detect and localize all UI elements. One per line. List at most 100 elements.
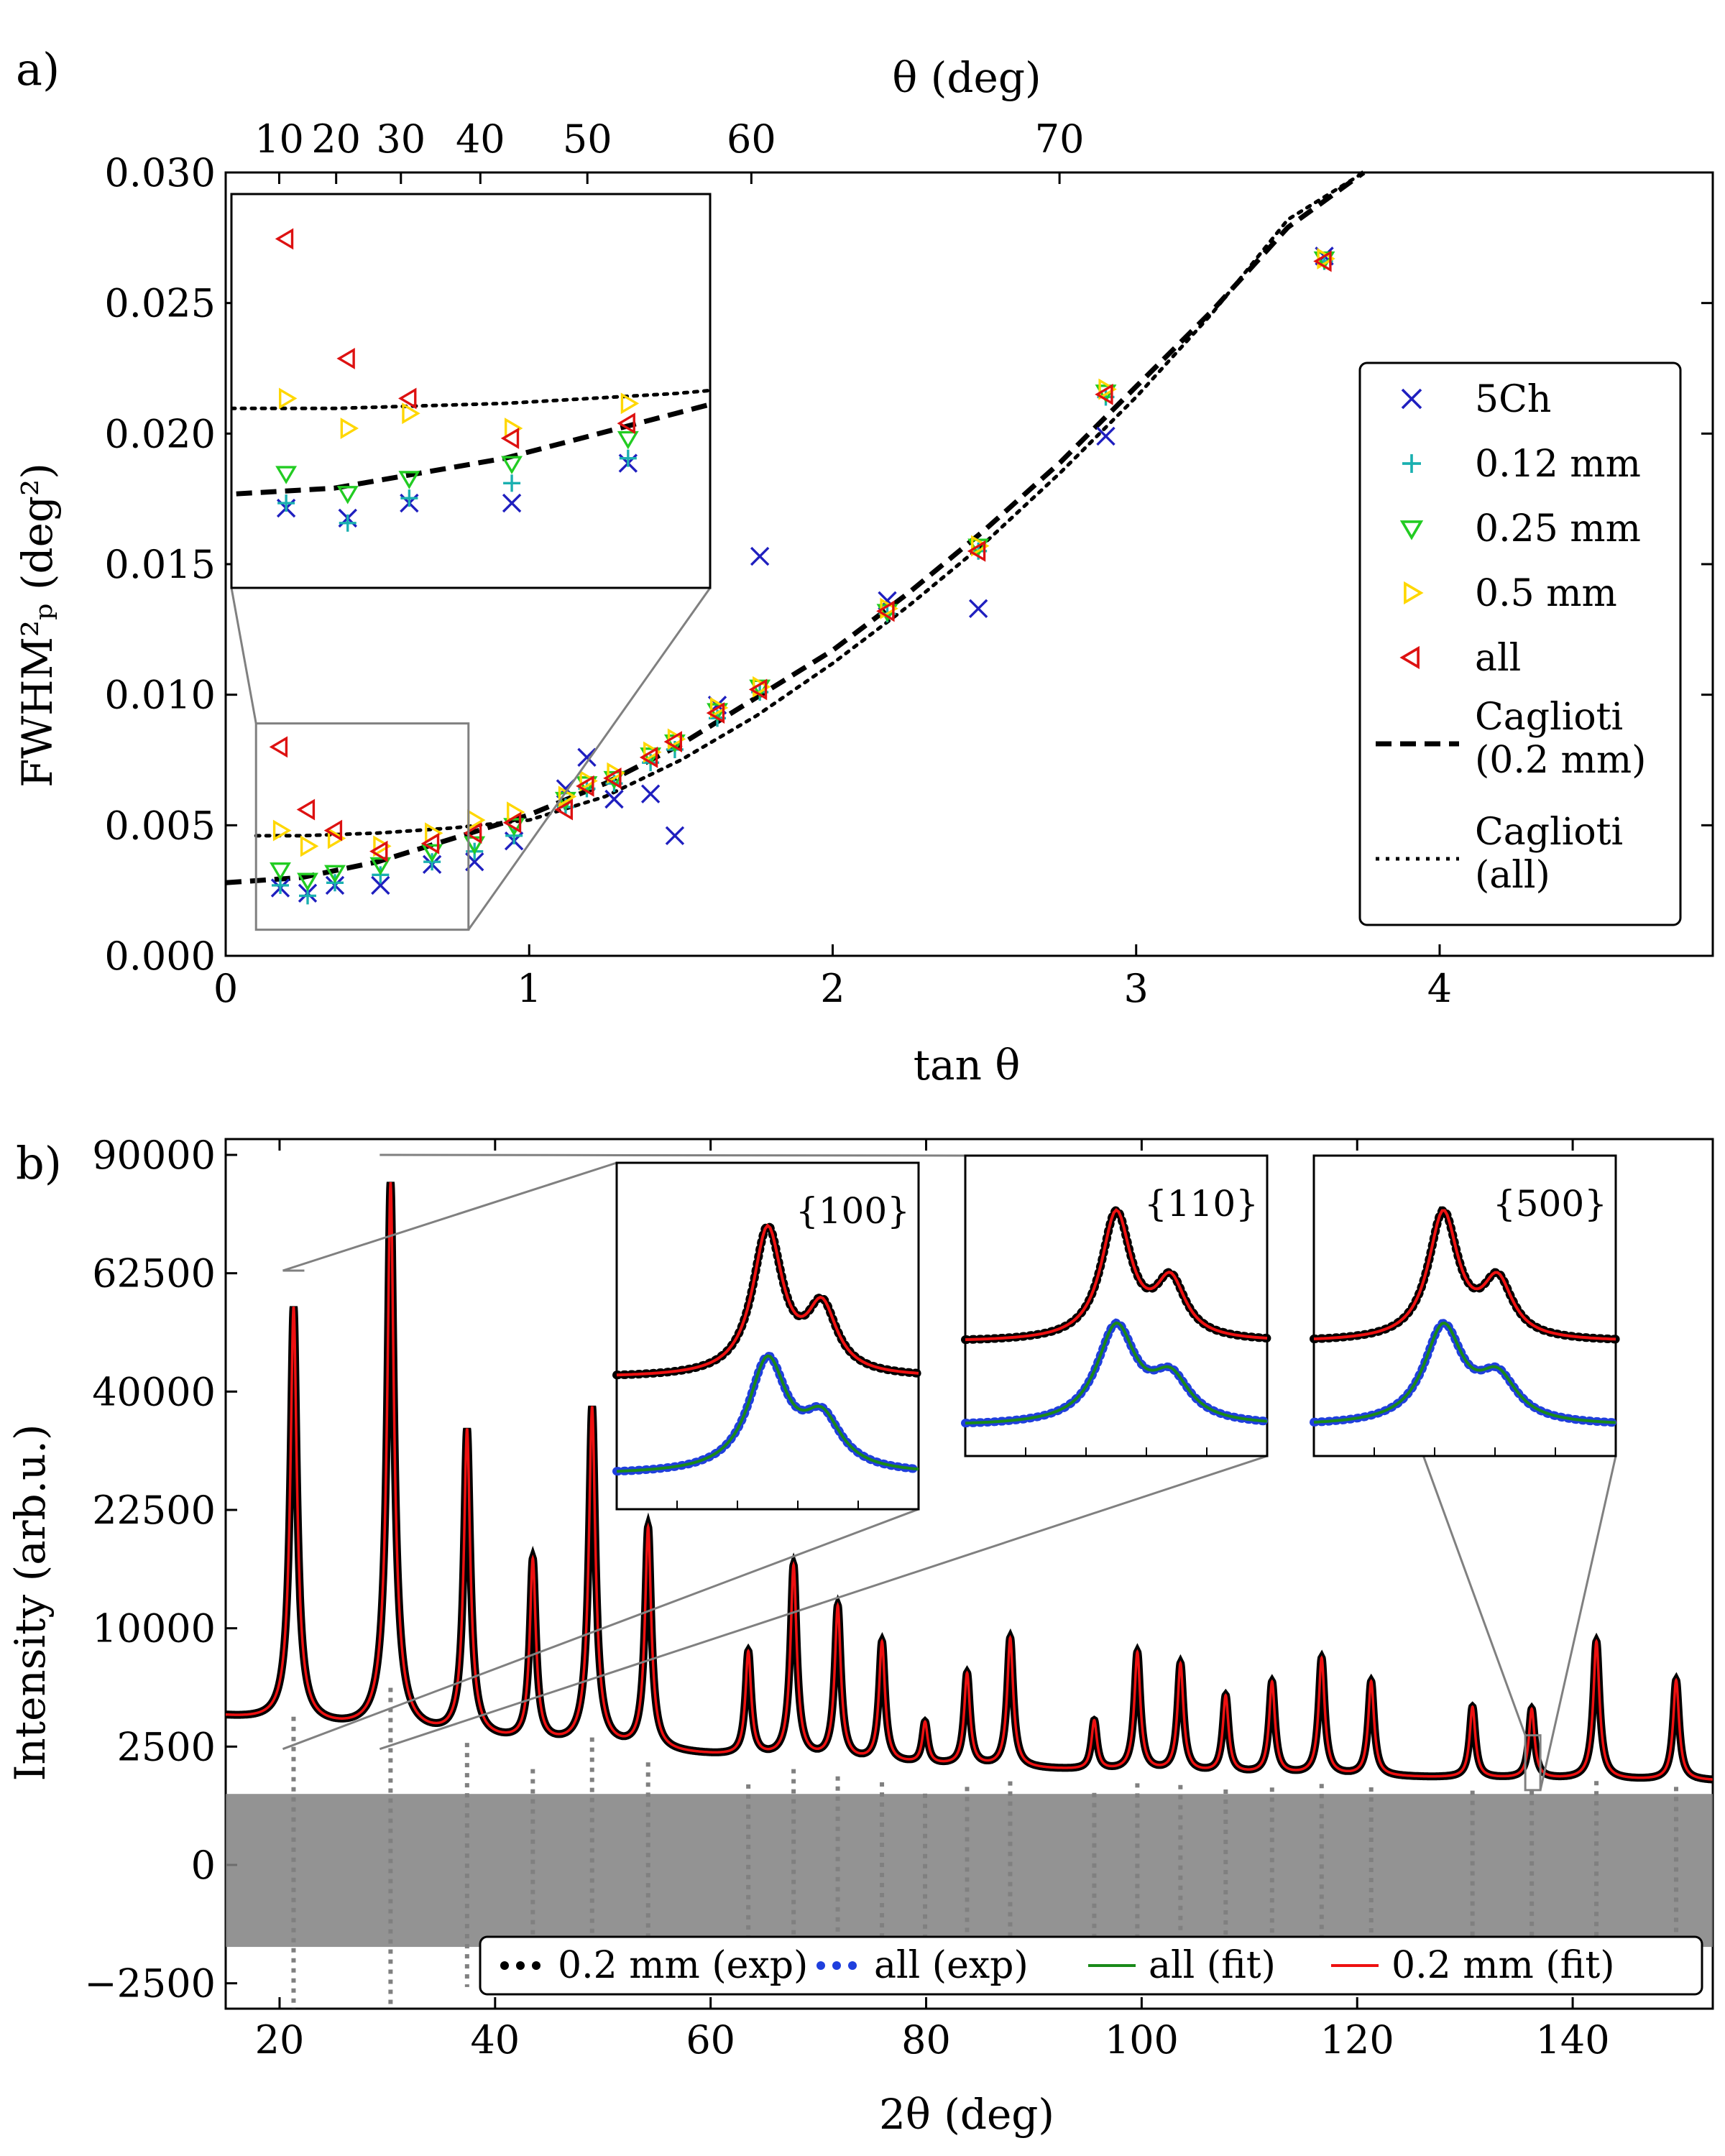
point-5Ch [1096,426,1116,446]
inset-b-3: {500} [1310,1154,1620,1792]
point-all [554,798,573,821]
legend-b: 0.2 mm (exp) all (exp) all (fit) 0.2 mm (fi… [479,1935,1703,1996]
inset-point-all [617,413,635,435]
point-5Ch [640,784,661,803]
axes-b: 20 40 60 80 100 120 140 −2500 0 2500 10000 22500 400… [84,1133,1714,2063]
point-5Ch-stroke-2 [371,875,390,895]
inset-point-5Ch-stroke-1 [715,450,732,467]
legend-label-b: 0.2 mm (exp) [558,1944,808,1987]
inset-content-a [231,228,732,532]
axes-a: 0 1 2 3 4 0.000 0.005 0.010 0.015 0.020 0.025 0.030 [104,150,1714,1011]
point-all [463,822,482,844]
point-all [420,832,440,854]
legend-dot [848,1961,857,1970]
inset-b-2: {110} [379,1153,1271,1751]
inset-all-fit [1313,1321,1616,1424]
inset-point-5Ch [502,493,522,513]
point-5Ch-stroke-2 [1096,426,1116,446]
inset-a [230,193,732,931]
zoom-connector [467,587,712,931]
curve-dashed [225,170,1366,885]
point-5Ch-stroke-2 [968,599,988,618]
y-tick-label-b: 0 [191,1843,216,1888]
plot-frame-b [224,1138,1714,2010]
inset-point-all [275,228,294,250]
inset-point-025mm [336,486,359,505]
diffraction-pattern [226,1181,1713,1784]
inset-label: {110} [1144,1183,1259,1225]
point-all [1095,383,1113,405]
point-5Ch [577,747,597,768]
inset-point-012mm [277,494,295,512]
inset-point-025mm [617,430,639,450]
inset-point-012mm [715,430,732,447]
inset-point-025mm [275,466,298,484]
top-tick-label: 40 [456,116,505,162]
point-025mm [270,862,291,881]
legend-label: 0.12 mm [1475,443,1641,486]
legend-label-b: all (fit) [1149,1944,1276,1987]
point-025mm [324,865,346,884]
inset-point-012mm [400,489,418,507]
y-tick-label-a: 0.020 [104,411,216,456]
legend-label: (all) [1475,854,1550,897]
x-tick-label-a: 4 [1427,966,1452,1011]
inset-point-5Ch-stroke-2 [502,493,522,513]
scatter-points [269,247,1335,905]
legend-marker [1402,454,1421,473]
legend-marker [1399,645,1420,670]
zoom-connector-b [379,1455,1268,1751]
inset-point-05mm [402,402,420,425]
y-tick-label-b: −2500 [84,1961,216,2007]
point-05mm [607,762,625,784]
point-05mm [300,835,319,857]
inset-point-025mm [715,418,732,432]
legend-label: Caglioti [1475,696,1623,739]
inset-label: {500} [1493,1183,1607,1225]
point-5Ch [371,875,390,895]
y-tick-label-a: 0.015 [104,542,216,587]
inset-frame-b [615,1161,920,1511]
point-all [876,600,895,622]
inset-point-all [398,387,417,410]
inset-point-012mm [619,449,637,467]
legend-label-b: all (exp) [874,1944,1029,1987]
point-all [603,767,622,789]
legend-dot [516,1961,525,1970]
point-all [663,731,683,753]
point-all [502,811,522,834]
x-tick-label-a: 1 [517,966,541,1011]
zoom-box-a [254,722,470,931]
legend-label-b: 0.2 mm (fit) [1392,1944,1615,1987]
top-tick-label: 60 [727,116,776,162]
y-tick-label-b: 40000 [92,1369,216,1414]
x-tick-label-b: 40 [470,2017,520,2063]
x-tick-label-b: 120 [1320,2017,1394,2063]
inset-0p2mm-fit [616,1223,919,1377]
y-axis-label-a: FWHM²ₚ (deg²) [13,463,62,788]
legend-frame-a [1358,361,1682,926]
caglioti-curves [225,170,1366,885]
zoom-connector-b [282,1508,919,1751]
y-tick-label-a: 0.000 [104,934,216,979]
y-tick-label-a: 0.005 [104,803,216,848]
legend-label: (0.2 mm) [1475,739,1646,782]
panel-a-label: a) [16,43,60,96]
point-5Ch-stroke-2 [577,747,597,768]
y-tick-label-b: 90000 [92,1133,216,1178]
residual-band [226,1687,1713,2009]
x-tick-label-b: 20 [255,2017,305,2063]
inset-all-fit [965,1321,1268,1425]
point-5Ch [750,546,770,566]
point-5Ch [665,826,685,846]
inset-frame-b [1312,1154,1617,1457]
inset-point-all [500,427,520,449]
point-all [296,798,316,821]
top-tick-label: 50 [563,116,612,162]
point-5Ch [604,789,624,809]
point-05mm [643,741,662,763]
legend-marker [1404,581,1424,605]
inset-label: {100} [796,1190,910,1232]
x-axis-label-b: 2θ (deg) [879,2090,1054,2139]
